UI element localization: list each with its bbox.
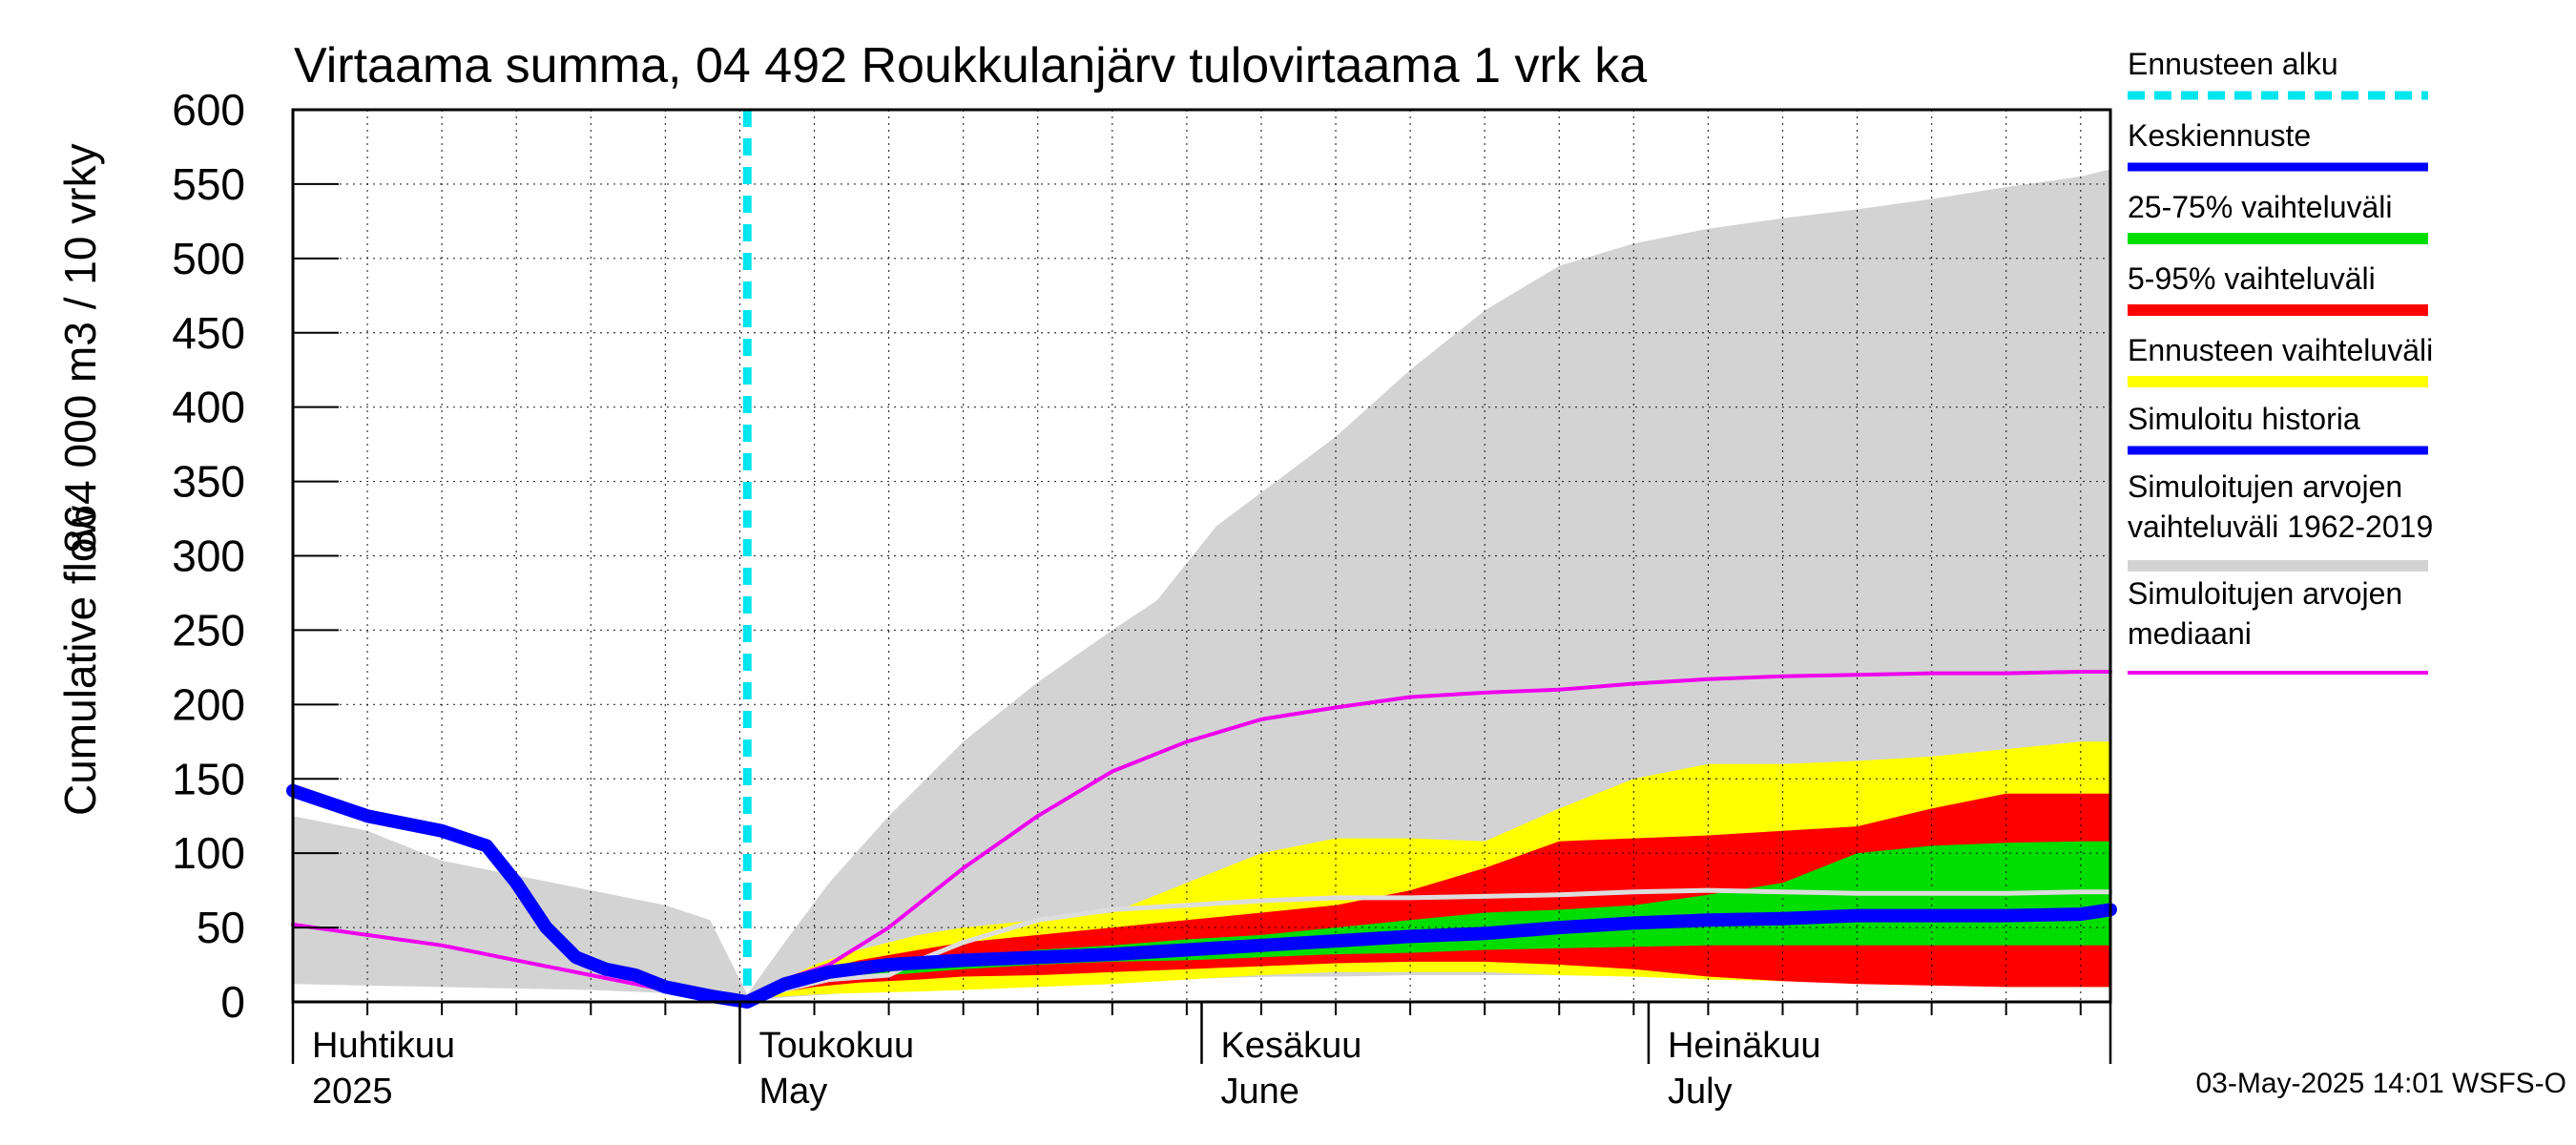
legend-25-75-vaihteluv-li-label: 25-75% vaihteluväli xyxy=(2128,190,2393,224)
gridlines xyxy=(293,110,2110,1002)
legend-simuloitujen-arvojen-vaihteluv-li-1962-2019-label-line2: vaihteluväli 1962-2019 xyxy=(2128,510,2433,544)
y-tick-label: 500 xyxy=(172,234,245,283)
y-tick-label: 200 xyxy=(172,679,245,729)
legend-simuloitu-historia-label: Simuloitu historia xyxy=(2128,402,2360,436)
y-axis-label: Cumulative flow 864 000 m3 / 10 vrky xyxy=(55,143,105,816)
x-tick-label-sub: 2025 xyxy=(312,1072,393,1112)
y-tick-label: 400 xyxy=(172,383,245,432)
y-tick-label: 150 xyxy=(172,754,245,803)
legend-ennusteen-vaihteluv-li-label: Ennusteen vaihteluväli xyxy=(2128,333,2433,367)
series-lines xyxy=(286,670,2117,1009)
legend: Ennusteen alku Keskiennuste 25-75% vaihtel… xyxy=(2128,47,2433,675)
legend-simuloitujen-arvojen-mediaani-label-line2: mediaani xyxy=(2128,616,2252,651)
y-axis-ticks: 0 50 100 150 200 250 300 350 400 450 500 550 600 xyxy=(172,85,339,1027)
y-tick-label: 250 xyxy=(172,605,245,655)
y-tick-label: 550 xyxy=(172,159,245,209)
x-tick-label-month: Toukokuu xyxy=(758,1026,914,1066)
x-tick-label-sub: June xyxy=(1221,1072,1299,1112)
line-simuloitujen-arvojen-mediaani xyxy=(291,670,2112,1004)
chart-title: Virtaama summa, 04 492 Roukkulanjärv tul… xyxy=(294,38,1647,94)
legend-keskiennuste-label: Keskiennuste xyxy=(2128,118,2311,153)
x-tick-label-month: Kesäkuu xyxy=(1221,1026,1362,1066)
legend-simuloitujen-arvojen-mediaani-label-line1: Simuloitujen arvojen xyxy=(2128,576,2402,611)
y-tick-label: 350 xyxy=(172,457,245,507)
x-tick-label-sub: May xyxy=(758,1072,827,1112)
footer-timestamp: 03-May-2025 14:01 WSFS-O xyxy=(2196,1068,2567,1099)
y-tick-label: 100 xyxy=(172,828,245,878)
y-tick-label: 300 xyxy=(172,531,245,581)
y-tick-label: 50 xyxy=(197,903,245,952)
x-tick-label-month: Huhtikuu xyxy=(312,1026,455,1066)
legend-5-95-vaihteluv-li-label: 5-95% vaihteluväli xyxy=(2128,261,2376,296)
x-axis-ticks: Huhtikuu 2025 Toukokuu May Kesäkuu June Heinäk… xyxy=(291,1002,2112,1112)
y-axis-label-line1: Cumulative flow xyxy=(55,506,105,816)
legend-simuloitujen-arvojen-vaihteluv-li-1962-2019-label-line1: Simuloitujen arvojen xyxy=(2128,469,2402,504)
x-tick-label-month: Heinäkuu xyxy=(1668,1026,1821,1066)
line-simuloitu-historia xyxy=(286,783,755,1009)
y-tick-label: 600 xyxy=(172,85,245,135)
x-tick-label-sub: July xyxy=(1668,1072,1733,1112)
y-axis-label-line2: 864 000 m3 / 10 vrky xyxy=(55,143,105,553)
y-tick-label: 0 xyxy=(220,977,245,1027)
y-tick-label: 450 xyxy=(172,308,245,358)
legend-ennusteen-alku-label: Ennusteen alku xyxy=(2128,47,2338,81)
line-keskiennuste xyxy=(740,903,2117,1009)
